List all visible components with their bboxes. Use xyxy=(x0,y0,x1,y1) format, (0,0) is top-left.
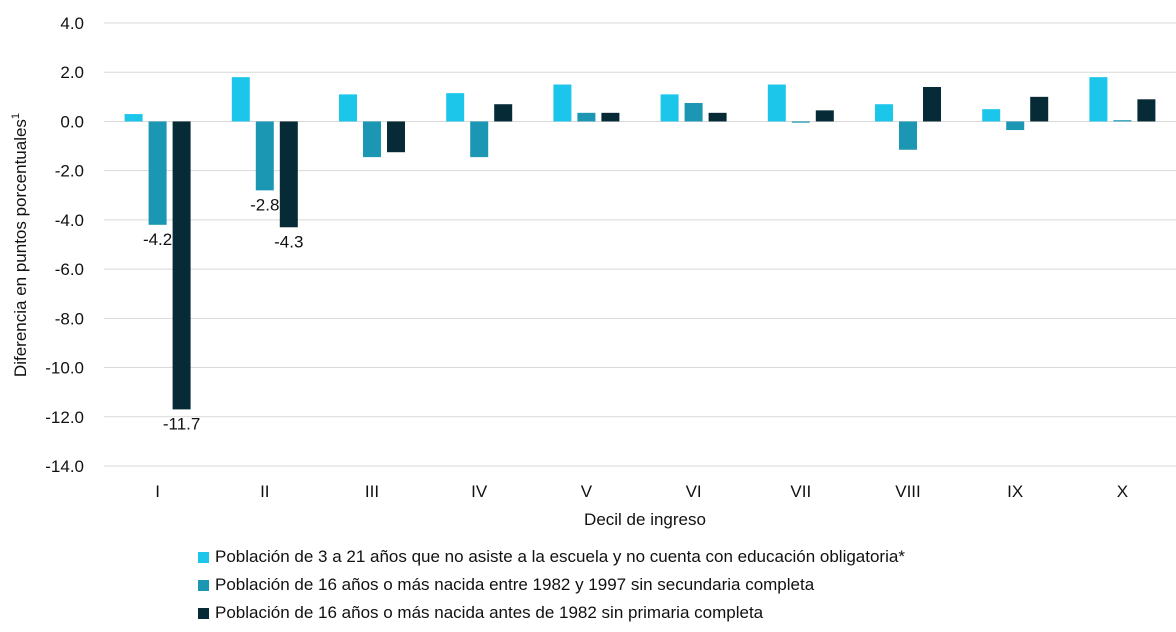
legend-item-series-1: Población de 3 a 21 años que no asiste a… xyxy=(198,543,905,571)
data-label: -11.7 xyxy=(163,414,201,433)
bar-series-2-II xyxy=(255,121,274,191)
bar-series-2-I xyxy=(148,121,167,225)
bar-series-3-V xyxy=(601,112,620,122)
x-axis-ticks: I II III IV V VI VII VIII IX X xyxy=(155,482,1128,501)
legend-swatch-series-1 xyxy=(198,551,209,563)
bar-series-1-IV xyxy=(446,93,465,122)
bar-series-2-III xyxy=(363,121,381,158)
y-tick-label: -6.0 xyxy=(55,260,84,279)
y-tick-label: -10.0 xyxy=(45,359,84,378)
bar-series-1-IX xyxy=(982,109,1001,122)
y-axis-ticks: 4.0 2.0 0.0 -2.0 -4.0 -6.0 -8.0 -10.0 -12.0 -14.0 xyxy=(45,14,84,476)
x-tick-label: VI xyxy=(686,482,702,501)
y-tick-label: -2.0 xyxy=(55,162,84,181)
bar-series-3-III xyxy=(387,121,405,153)
bar-series-2-X xyxy=(1113,120,1132,122)
bar-series-3-IV xyxy=(494,104,513,122)
data-label: -2.8 xyxy=(250,195,279,214)
legend-label-series-1: Población de 3 a 21 años que no asiste a… xyxy=(215,547,905,566)
bar-series-1-VIII xyxy=(875,104,893,122)
bar-series-3-VII xyxy=(815,110,834,122)
bar-chart: 4.0 2.0 0.0 -2.0 -4.0 -6.0 -8.0 -10.0 -12.0 -14.0… xyxy=(10,14,1176,529)
data-label: -4.3 xyxy=(274,232,303,251)
y-tick-label: -12.0 xyxy=(45,408,84,427)
legend: Población de 3 a 21 años que no asiste a… xyxy=(198,543,905,627)
data-label: -4.2 xyxy=(143,230,172,249)
bar-series-2-VII xyxy=(791,121,810,123)
y-tick-label: 4.0 xyxy=(60,14,84,33)
gridlines xyxy=(104,22,1176,467)
x-tick-label: II xyxy=(260,482,269,501)
bar-series-1-I xyxy=(124,114,143,122)
bars xyxy=(124,77,1156,410)
bar-series-1-VII xyxy=(767,84,786,122)
bar-series-3-X xyxy=(1137,99,1156,122)
y-tick-label: 0.0 xyxy=(60,112,84,131)
x-tick-label: VIII xyxy=(895,482,921,501)
x-tick-label: X xyxy=(1117,482,1128,501)
bar-series-2-IX xyxy=(1006,121,1025,131)
x-tick-label: IX xyxy=(1007,482,1023,501)
x-tick-label: III xyxy=(365,482,379,501)
bar-series-3-VIII xyxy=(923,86,941,122)
bar-series-1-V xyxy=(553,84,572,122)
legend-item-series-2: Población de 16 años o más nacida entre … xyxy=(198,571,905,599)
y-tick-label: 2.0 xyxy=(60,63,84,82)
y-tick-label: -14.0 xyxy=(45,457,84,476)
x-tick-label: VII xyxy=(790,482,811,501)
bar-series-3-IX xyxy=(1030,96,1049,122)
y-axis-title-superscript: 1 xyxy=(10,113,22,119)
y-tick-label: -4.0 xyxy=(55,211,84,230)
bar-series-3-II xyxy=(279,121,298,228)
bar-series-2-VI xyxy=(684,102,703,122)
bar-series-1-VI xyxy=(660,94,679,122)
bar-series-1-III xyxy=(339,94,357,122)
bar-series-1-X xyxy=(1089,77,1108,122)
bar-series-1-II xyxy=(231,77,250,122)
bar-series-2-V xyxy=(577,112,596,122)
data-labels: -4.2 -11.7 -2.8 -4.3 xyxy=(143,195,303,433)
bar-series-3-VI xyxy=(708,112,727,122)
legend-label-series-3: Población de 16 años o más nacida antes … xyxy=(215,603,764,622)
x-axis-title: Decil de ingreso xyxy=(584,510,706,529)
y-axis-title: Diferencia en puntos porcentuales1 xyxy=(10,113,30,377)
bar-series-2-VIII xyxy=(899,121,917,150)
legend-swatch-series-2 xyxy=(198,579,209,591)
legend-label-series-2: Población de 16 años o más nacida entre … xyxy=(215,575,815,594)
legend-swatch-series-3 xyxy=(198,607,209,619)
bar-series-3-I xyxy=(172,121,191,410)
x-tick-label: V xyxy=(581,482,593,501)
y-axis-title-text: Diferencia en puntos porcentuales xyxy=(11,119,30,377)
bar-series-2-IV xyxy=(470,121,489,158)
y-tick-label: -8.0 xyxy=(55,309,84,328)
x-tick-label: I xyxy=(155,482,160,501)
x-tick-label: IV xyxy=(471,482,488,501)
legend-item-series-3: Población de 16 años o más nacida antes … xyxy=(198,599,905,627)
